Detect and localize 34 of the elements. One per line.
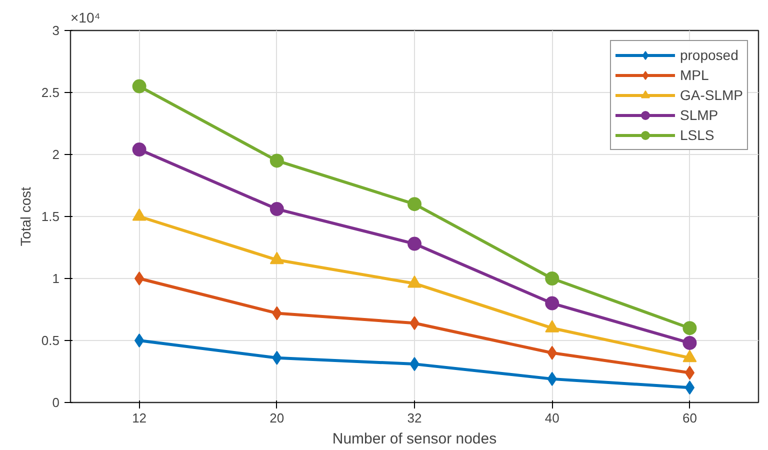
y-tick-label: 2 [52, 147, 60, 162]
point [545, 296, 560, 310]
x-tick-label: 32 [407, 410, 422, 426]
legend-label: LSLS [680, 127, 714, 143]
y-tick-label: 1 [52, 271, 60, 286]
point [545, 272, 560, 286]
x-tick-label: 60 [682, 410, 697, 426]
y-tick-label: 0 [52, 395, 60, 410]
point [132, 142, 146, 157]
x-tick-label: 20 [270, 410, 284, 426]
point [270, 154, 284, 168]
legend-label: GA-SLMP [680, 87, 743, 103]
point [684, 380, 695, 395]
point [682, 321, 697, 336]
y-tick-label: 2.5 [41, 85, 60, 100]
text: ×10⁴ [70, 10, 100, 26]
y-axis-title: Total cost [17, 186, 34, 246]
x-tick-label: 12 [132, 410, 147, 426]
x-tick-label: 40 [544, 410, 560, 426]
y-tick-label: 0.5 [41, 333, 60, 348]
point [134, 334, 144, 348]
legend-label: MPL [680, 67, 709, 83]
x-axis-title: Number of sensor nodes [332, 430, 497, 448]
point [270, 202, 284, 216]
point [684, 366, 695, 380]
point [134, 272, 144, 286]
y-tick-label: 3 [52, 23, 60, 38]
point [408, 236, 422, 251]
point [132, 79, 146, 94]
legend-label: SLMP [680, 107, 718, 123]
y-tick-label: 1.5 [41, 209, 60, 224]
legend-label: proposed [680, 47, 738, 63]
point [682, 336, 697, 350]
point [408, 197, 422, 212]
